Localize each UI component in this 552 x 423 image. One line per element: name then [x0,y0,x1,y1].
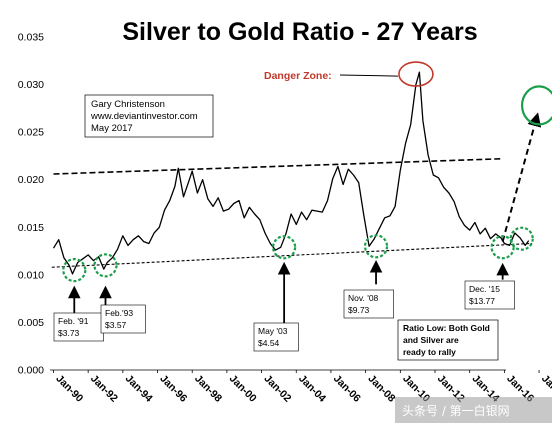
credit-line-2: www.deviantinvestor.com [90,111,198,122]
credit-line-3: May 2017 [91,123,133,134]
x-tick-label: Jan-08 [366,373,398,405]
ratio-low-note-frame [397,319,499,361]
upper-trendline [53,157,501,175]
x-tick-label: Jan-00 [227,373,259,405]
x-tick-label: Jan-04 [296,373,328,405]
callout-box [464,280,515,310]
callout-text: $4.54 [258,338,280,348]
y-tick-label: 0.005 [18,317,44,329]
x-tick-label: Jan-06 [331,373,363,405]
ratio-series-line [52,71,530,275]
x-tick-label: Jan-98 [192,373,224,405]
callout-text: May '03 [258,326,288,336]
danger-circle [398,61,434,87]
series-layer [52,71,530,275]
callout-text: Dec. '15 [469,284,500,294]
callout-box [53,312,104,342]
low-circle [272,235,297,260]
credit-box: Gary Christenson www.deviantinvestor.com… [84,94,214,138]
ratio-low-note-line-1: Ratio Low: Both Gold [403,323,490,333]
callout-box [253,322,299,352]
ratio-low-note: Ratio Low: Both Gold and Silver are read… [397,319,499,361]
low-circle [93,253,118,278]
x-tick-label: Jan-02 [261,373,293,405]
x-tick-label: Jan-94 [123,373,155,405]
callout-text: $13.77 [469,296,495,306]
target-circle [520,85,552,126]
callout-box [343,289,394,319]
watermark-text: 头条号 / 第一白银网 [402,403,510,418]
danger-zone-label: Danger Zone: [264,70,332,82]
y-tick-label: 0.000 [18,365,44,377]
projection-arrow [501,112,542,242]
x-tick-label: Jan-90 [53,373,85,405]
x-tick-label: Jan-96 [157,373,189,405]
y-axis: 0.000 0.005 0.010 0.015 0.020 0.025 0.030 0.035 [18,32,506,377]
callout-text: Feb.'93 [105,308,133,318]
x-tick-label: Jan-92 [88,373,120,405]
y-tick-label: 0.010 [18,269,44,281]
watermark: 头条号 / 第一白银网 [395,397,552,423]
ratio-low-note-line-3: ready to rally [403,347,456,357]
callout-text: Feb. '91 [58,316,89,326]
y-tick-label: 0.035 [18,32,44,44]
low-circle [363,234,389,259]
credit-box-frame [84,94,214,138]
low-circle [509,226,534,251]
callout-text: Nov. '08 [348,293,379,303]
y-tick-label: 0.015 [18,222,44,234]
trendlines [51,112,542,268]
price-callouts: Feb. '91 $3.73 Feb.'93 $3.57 May '03 $4.54 Nov… [53,259,515,352]
callout-box [100,304,146,334]
chart-title: Silver to Gold Ratio - 27 Years [122,18,477,46]
low-circle [62,258,87,283]
highlight-circles [62,61,552,283]
y-tick-label: 0.020 [18,174,44,186]
lower-trendline [51,242,533,268]
danger-pointer [339,74,398,77]
callout-text: $3.57 [105,320,127,330]
y-tick-label: 0.025 [18,127,44,139]
callout-text: $9.73 [348,305,370,315]
y-tick-label: 0.030 [18,79,44,91]
watermark-backdrop [395,397,552,423]
ratio-low-note-line-2: and Silver are [403,335,459,345]
callout-text: $3.73 [58,328,80,338]
credit-line-1: Gary Christenson [91,99,165,110]
